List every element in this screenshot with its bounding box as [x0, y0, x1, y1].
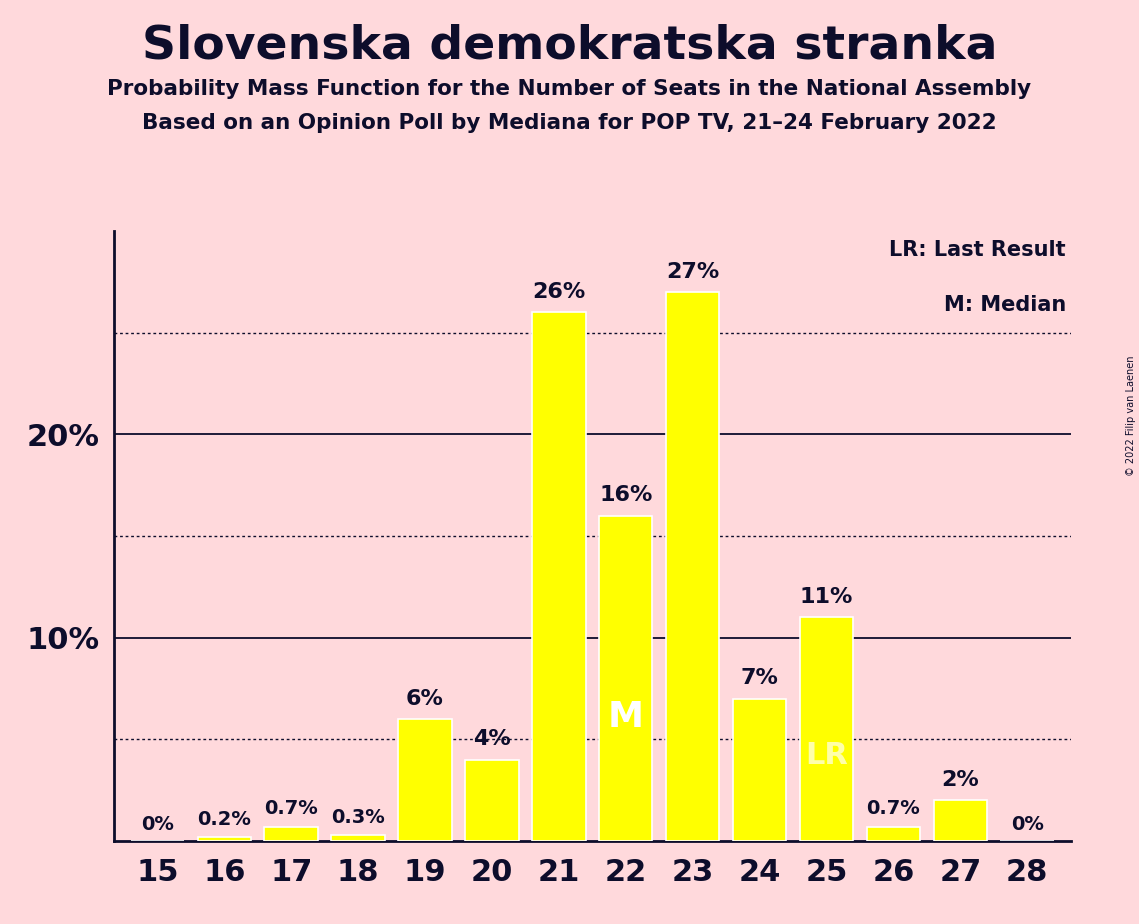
Text: 7%: 7% [740, 668, 778, 688]
Text: M: M [608, 700, 644, 735]
Bar [399, 719, 452, 841]
Text: © 2022 Filip van Laenen: © 2022 Filip van Laenen [1126, 356, 1136, 476]
Text: 26%: 26% [532, 282, 585, 302]
Bar [599, 516, 653, 841]
Bar [867, 827, 920, 841]
Text: 0%: 0% [141, 815, 174, 833]
Bar [465, 760, 518, 841]
Bar [197, 837, 251, 841]
Text: Based on an Opinion Poll by Mediana for POP TV, 21–24 February 2022: Based on an Opinion Poll by Mediana for … [142, 113, 997, 133]
Text: 16%: 16% [599, 485, 653, 505]
Bar [934, 800, 988, 841]
Text: LR: LR [805, 741, 847, 771]
Bar [331, 834, 385, 841]
Text: Slovenska demokratska stranka: Slovenska demokratska stranka [141, 23, 998, 68]
Text: 11%: 11% [800, 587, 853, 607]
Text: 27%: 27% [666, 261, 719, 282]
Text: 2%: 2% [942, 770, 980, 790]
Bar [800, 617, 853, 841]
Text: 6%: 6% [407, 688, 444, 709]
Bar [532, 312, 585, 841]
Text: LR: Last Result: LR: Last Result [890, 240, 1066, 261]
Text: 0.3%: 0.3% [331, 808, 385, 827]
Bar [732, 699, 786, 841]
Text: 0%: 0% [1010, 815, 1043, 833]
Text: 0.2%: 0.2% [197, 809, 252, 829]
Text: Probability Mass Function for the Number of Seats in the National Assembly: Probability Mass Function for the Number… [107, 79, 1032, 99]
Text: 0.7%: 0.7% [867, 799, 920, 819]
Text: 4%: 4% [473, 729, 510, 749]
Bar [264, 827, 318, 841]
Bar [666, 292, 720, 841]
Text: M: Median: M: Median [943, 295, 1066, 315]
Text: 0.7%: 0.7% [264, 799, 318, 819]
